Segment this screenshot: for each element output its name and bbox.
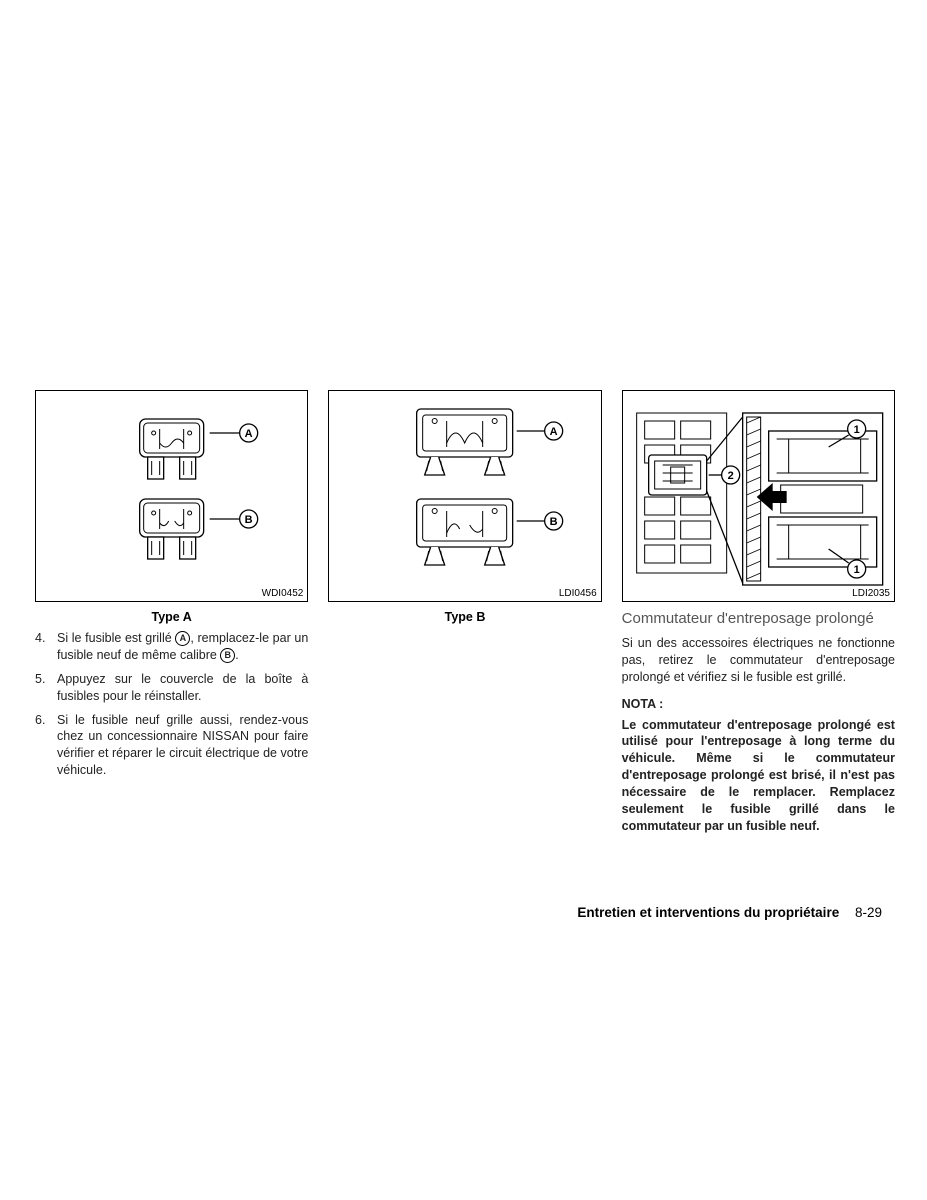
storage-switch-svg: 1 1 2 — [623, 391, 894, 601]
step-6-text: Si le fusible neuf grille aussi, rendez-… — [57, 712, 308, 780]
step-4: 4. Si le fusible est grillé A, remplacez… — [35, 630, 308, 664]
column-2: A B — [328, 390, 601, 835]
column-3: 1 1 2 LDI2035 Commutateur d'entreposage … — [622, 390, 895, 835]
label-b: B — [550, 516, 558, 528]
content-area: A B — [35, 390, 895, 835]
label-a: A — [550, 426, 558, 438]
page-footer: Entretien et interventions du propriétai… — [577, 905, 882, 920]
figure-code-b: LDI0456 — [559, 588, 597, 599]
label-b: B — [245, 514, 253, 526]
step-num-6: 6. — [35, 712, 57, 780]
label-2: 2 — [727, 470, 733, 482]
circled-a-icon: A — [175, 631, 190, 646]
circled-b-icon: B — [220, 648, 235, 663]
step-num-5: 5. — [35, 671, 57, 705]
column-1: A B — [35, 390, 308, 835]
figure-code-a: WDI0452 — [262, 588, 304, 599]
manual-page: A B — [0, 0, 927, 1200]
label-1-top: 1 — [853, 424, 859, 436]
nota-label: NOTA : — [622, 696, 895, 713]
storage-switch-heading: Commutateur d'entreposage prolongé — [622, 610, 895, 627]
instruction-list: 4. Si le fusible est grillé A, remplacez… — [35, 630, 308, 779]
footer-page: 8-29 — [855, 905, 882, 920]
figure-storage-switch: 1 1 2 LDI2035 — [622, 390, 895, 602]
fuse-type-b-svg: A B — [329, 391, 600, 601]
storage-p2: Le commutateur d'entreposage prolongé es… — [622, 717, 895, 835]
step-5-text: Appuyez sur le couvercle de la boîte à f… — [57, 671, 308, 705]
storage-p1: Si un des accessoires électriques ne fon… — [622, 635, 895, 686]
step-4-text: Si le fusible est grillé A, remplacez-le… — [57, 630, 308, 664]
figure-code-c: LDI2035 — [852, 588, 890, 599]
caption-type-a: Type A — [35, 610, 308, 624]
caption-type-b: Type B — [328, 610, 601, 624]
fuse-type-a-svg: A B — [36, 391, 307, 601]
step-num-4: 4. — [35, 630, 57, 664]
figure-type-b: A B — [328, 390, 601, 602]
footer-section: Entretien et interventions du propriétai… — [577, 905, 839, 920]
label-1-bottom: 1 — [853, 564, 859, 576]
label-a: A — [245, 428, 253, 440]
figure-type-a: A B — [35, 390, 308, 602]
step-5: 5. Appuyez sur le couvercle de la boîte … — [35, 671, 308, 705]
step-6: 6. Si le fusible neuf grille aussi, rend… — [35, 712, 308, 780]
